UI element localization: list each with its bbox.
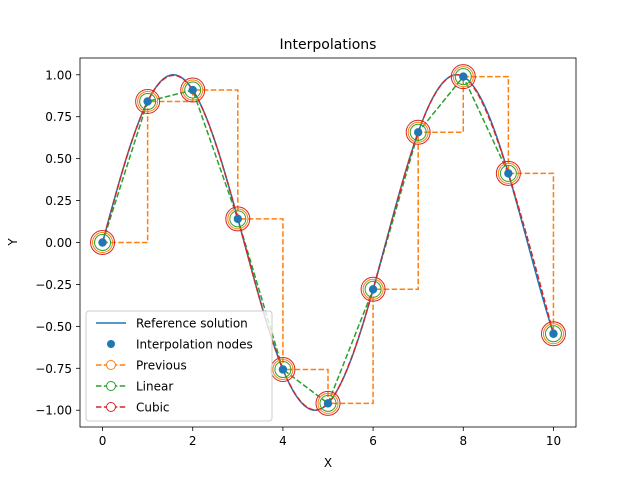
legend-label-nodes: Interpolation nodes [136, 338, 253, 352]
interpolation-node [368, 285, 378, 294]
cubic-marker [135, 88, 161, 114]
y-tick-label: 0.25 [45, 194, 72, 208]
linear-marker [454, 68, 472, 86]
interpolation-node [459, 72, 468, 81]
y-tick-label: −0.25 [35, 278, 72, 292]
previous-marker [452, 66, 474, 88]
legend-marker-cubic [106, 402, 116, 412]
linear-marker [139, 92, 157, 110]
previous-marker [317, 392, 339, 414]
legend-marker-previous [106, 360, 116, 370]
cubic-marker [360, 276, 386, 302]
legend: Reference solution Interpolation nodes Pre… [85, 310, 273, 422]
linear-marker [499, 164, 517, 182]
linear-marker [544, 325, 562, 343]
legend-box [85, 310, 273, 422]
y-axis-label: Y [6, 238, 20, 247]
legend-label-cubic: Cubic [136, 401, 170, 415]
y-tick-label: −0.50 [35, 320, 72, 334]
legend-handle-nodes [107, 340, 115, 348]
legend-marker-linear [106, 381, 116, 391]
interpolation-node [188, 85, 197, 95]
linear-marker [94, 234, 112, 251]
y-tick-label: 0.50 [45, 152, 72, 166]
linear-marker [319, 394, 337, 412]
cubic-marker [90, 230, 116, 255]
linear-marker [274, 360, 292, 378]
x-tick-label: 4 [279, 434, 287, 448]
previous-marker [272, 358, 294, 380]
y-tick-label: −1.00 [35, 404, 72, 418]
cubic-marker [495, 160, 521, 186]
chart-title: Interpolations [280, 37, 377, 53]
linear-marker [364, 280, 382, 298]
previous-marker [497, 162, 519, 184]
linear-marker [229, 210, 247, 228]
plot-area [90, 64, 566, 416]
legend-label-reference: Reference solution [136, 317, 248, 331]
interpolation-node [143, 97, 152, 106]
interpolation-node [549, 329, 558, 338]
interpolation-node [233, 214, 243, 224]
legend-label-linear: Linear [136, 380, 173, 394]
previous-marker [407, 121, 429, 143]
x-tick-label: 6 [369, 434, 377, 448]
previous-marker [92, 232, 114, 253]
previous-marker [542, 323, 564, 345]
cubic-marker [450, 64, 476, 90]
x-axis-label: X [324, 456, 332, 470]
y-tick-label: 0.00 [45, 236, 72, 250]
cubic-marker [225, 206, 251, 232]
legend-label-previous: Previous [136, 359, 187, 373]
cubic-marker [180, 77, 206, 103]
x-tick-label: 0 [99, 434, 107, 448]
previous-marker [227, 208, 249, 230]
previous-marker [137, 90, 159, 112]
series-cubic-line [101, 73, 555, 411]
interpolation-node [323, 399, 333, 408]
interpolation-node [98, 238, 107, 247]
cubic-marker [540, 321, 566, 347]
y-tick-label: 0.75 [45, 110, 72, 124]
x-tick-label: 10 [546, 434, 561, 448]
previous-marker [362, 278, 384, 300]
y-tick-label: 1.00 [45, 68, 72, 82]
cubic-marker [315, 390, 341, 416]
x-tick-label: 8 [459, 434, 467, 448]
x-tick-label: 2 [189, 434, 197, 448]
cubic-marker [405, 119, 431, 145]
linear-marker [184, 81, 202, 99]
series-linear-line [101, 75, 555, 405]
interpolation-node [413, 128, 423, 137]
axis-ticks: 0 2 4 6 8 10 −1.00 −0.75 −0.50 −0.25 0.00 0.25 0.50 0… [35, 68, 561, 448]
linear-marker [409, 123, 427, 141]
interpolation-node [278, 365, 288, 374]
interpolation-node [504, 169, 513, 178]
y-tick-label: −0.75 [35, 362, 72, 376]
previous-marker [182, 79, 204, 101]
